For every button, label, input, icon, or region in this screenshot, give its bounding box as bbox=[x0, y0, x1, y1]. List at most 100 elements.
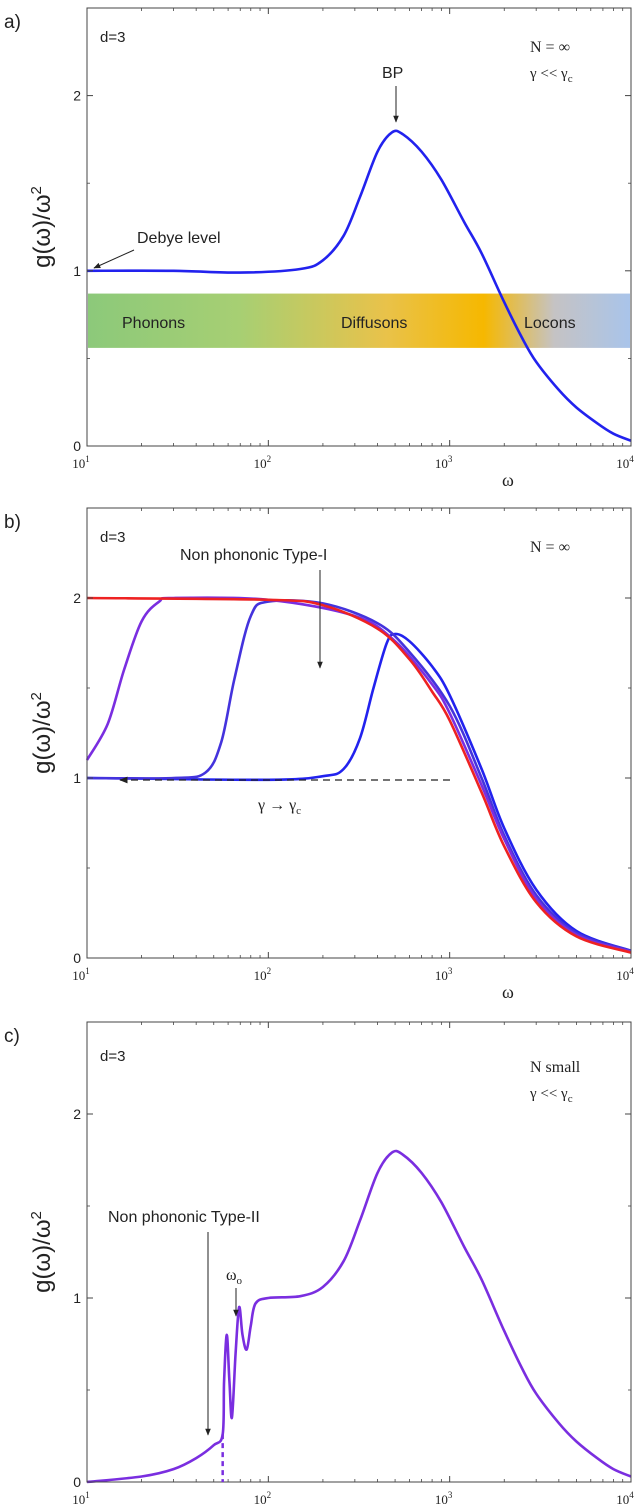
x-tick-base: 10 bbox=[616, 456, 629, 471]
plot-frame-b bbox=[86, 507, 632, 959]
series-line-a-0 bbox=[86, 129, 632, 442]
y-axis-label-text: g(ω)/ω bbox=[29, 1219, 56, 1292]
gamma-arrow-text: γ → γ bbox=[257, 797, 296, 814]
x-tick-base: 10 bbox=[72, 968, 85, 983]
plot-frame-a bbox=[86, 7, 632, 447]
x-tick-label: 102 bbox=[254, 454, 272, 471]
series-line-c-0 bbox=[86, 1149, 632, 1484]
y-tick-label: 1 bbox=[73, 1290, 81, 1306]
y-axis-label-exp: 2 bbox=[28, 1211, 45, 1219]
omega-zero-sub: o bbox=[237, 1275, 243, 1287]
y-axis-label-text: g(ω)/ω bbox=[29, 700, 56, 773]
series-line-b-2 bbox=[85, 596, 632, 953]
x-tick-base: 10 bbox=[435, 456, 448, 471]
plot-area-c bbox=[86, 1149, 632, 1484]
y-tick-label: 1 bbox=[73, 770, 81, 786]
gamma-condition-text: γ << γ bbox=[529, 1086, 568, 1102]
y-axis-label-exp: 2 bbox=[28, 186, 45, 194]
plot-area-a bbox=[86, 129, 632, 442]
x-tick-exp: 2 bbox=[267, 1490, 272, 1500]
y-axis-label: g(ω)/ω2 bbox=[28, 1211, 56, 1293]
x-tick-base: 10 bbox=[254, 1492, 267, 1507]
band-label-diffusons: Diffusons bbox=[341, 315, 407, 332]
x-tick-base: 10 bbox=[254, 456, 267, 471]
x-tick-label: 104 bbox=[616, 1490, 634, 1507]
dimension-label: d=3 bbox=[100, 529, 125, 546]
series-line-b-3 bbox=[86, 596, 632, 954]
panel-b-label: b) bbox=[4, 512, 21, 533]
debye-arrow bbox=[93, 249, 135, 269]
bp-label: BP bbox=[382, 65, 403, 82]
y-axis-label-text: g(ω)/ω bbox=[29, 194, 56, 267]
y-axis-label: g(ω)/ω2 bbox=[28, 692, 56, 774]
x-tick-exp: 4 bbox=[629, 966, 634, 976]
x-tick-label: 101 bbox=[72, 454, 90, 471]
x-tick-exp: 3 bbox=[448, 454, 453, 464]
x-tick-base: 10 bbox=[254, 968, 267, 983]
band-label-phonons: Phonons bbox=[122, 315, 185, 332]
series-line-b-0 bbox=[86, 632, 632, 953]
n-infinity-label: N = ∞ bbox=[530, 39, 570, 56]
gamma-condition-sub: c bbox=[568, 1093, 573, 1105]
y-axis-label-exp: 2 bbox=[28, 692, 45, 700]
series-line-b-1 bbox=[86, 598, 632, 953]
x-tick-exp: 3 bbox=[448, 1490, 453, 1500]
gamma-condition-label: γ << γc bbox=[529, 1086, 573, 1105]
x-tick-label: 104 bbox=[616, 454, 634, 471]
omega-zero-label: ωo bbox=[226, 1267, 243, 1287]
y-tick-label: 2 bbox=[73, 590, 81, 606]
x-tick-base: 10 bbox=[435, 1492, 448, 1507]
y-tick-label: 0 bbox=[73, 1474, 81, 1490]
gamma-arrow-label: γ → γc bbox=[257, 797, 301, 817]
x-tick-label: 103 bbox=[435, 966, 453, 983]
y-tick-label: 2 bbox=[73, 1106, 81, 1122]
x-tick-label: 101 bbox=[72, 1490, 90, 1507]
y-tick-label: 1 bbox=[73, 263, 81, 279]
x-tick-exp: 2 bbox=[267, 966, 272, 976]
x-tick-exp: 1 bbox=[85, 966, 90, 976]
gamma-condition-sub: c bbox=[568, 73, 573, 85]
panel-c-label: c) bbox=[4, 1026, 20, 1047]
x-axis-label: ω bbox=[502, 982, 514, 1002]
x-tick-base: 10 bbox=[72, 1492, 85, 1507]
x-tick-exp: 3 bbox=[448, 966, 453, 976]
x-axis-label: ω bbox=[502, 470, 514, 490]
x-tick-base: 10 bbox=[72, 456, 85, 471]
x-tick-exp: 2 bbox=[267, 454, 272, 464]
dimension-label: d=3 bbox=[100, 1048, 125, 1065]
panel-a-label: a) bbox=[4, 12, 21, 33]
type-i-label: Non phononic Type-I bbox=[180, 547, 327, 564]
dimension-label: d=3 bbox=[100, 29, 125, 46]
y-tick-label: 0 bbox=[73, 438, 81, 454]
x-tick-exp: 4 bbox=[629, 1490, 634, 1500]
band-label-locons: Locons bbox=[524, 315, 576, 332]
gamma-condition-label: γ << γc bbox=[529, 66, 573, 85]
n-infinity-label: N = ∞ bbox=[530, 539, 570, 556]
omega-zero-text: ω bbox=[226, 1267, 237, 1284]
gamma-arrow-sub: c bbox=[296, 805, 301, 817]
x-tick-label: 103 bbox=[435, 454, 453, 471]
x-tick-exp: 1 bbox=[85, 1490, 90, 1500]
gamma-condition-text: γ << γ bbox=[529, 66, 568, 82]
x-tick-label: 103 bbox=[435, 1490, 453, 1507]
plot-area-b bbox=[85, 596, 632, 954]
x-tick-exp: 1 bbox=[85, 454, 90, 464]
y-tick-label: 2 bbox=[73, 88, 81, 104]
x-tick-label: 102 bbox=[254, 1490, 272, 1507]
x-axis-label: ω bbox=[502, 1506, 514, 1510]
x-tick-base: 10 bbox=[616, 968, 629, 983]
x-tick-base: 10 bbox=[435, 968, 448, 983]
x-tick-label: 104 bbox=[616, 966, 634, 983]
x-tick-label: 102 bbox=[254, 966, 272, 983]
band-gradient bbox=[88, 293, 630, 348]
x-tick-label: 101 bbox=[72, 966, 90, 983]
x-tick-base: 10 bbox=[616, 1492, 629, 1507]
y-axis-label: g(ω)/ω2 bbox=[28, 186, 56, 268]
